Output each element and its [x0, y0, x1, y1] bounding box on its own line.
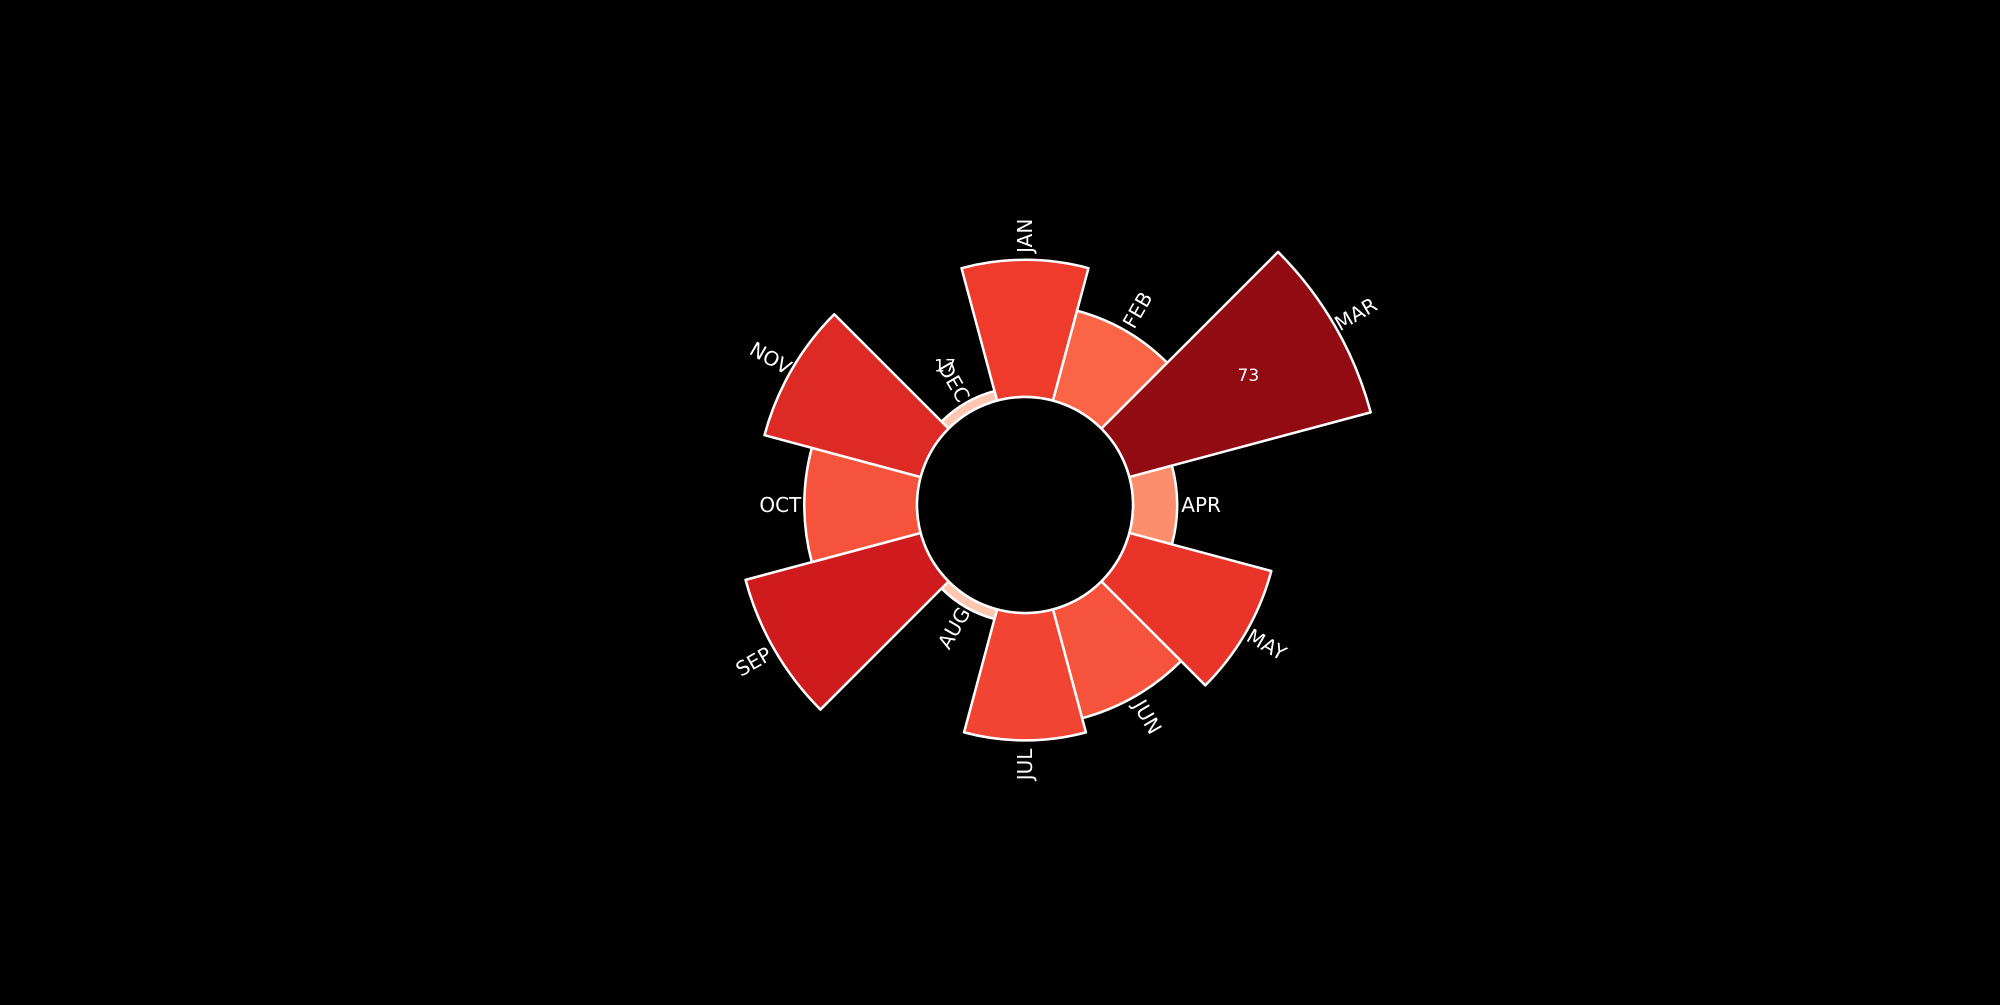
category-label-jan: JAN — [1013, 219, 1037, 255]
bars-layer — [744, 250, 1372, 742]
center-hole — [915, 395, 1135, 615]
category-label-oct: OCT — [759, 493, 802, 517]
value-label-dec: 17 — [934, 356, 956, 376]
category-label-sep: SEP — [731, 642, 775, 681]
category-label-aug: AUG — [933, 603, 976, 653]
category-label-may: MAY — [1243, 624, 1292, 666]
category-label-mar: MAR — [1330, 292, 1381, 335]
value-label-mar: 73 — [1238, 366, 1260, 386]
category-label-feb: FEB — [1118, 288, 1158, 333]
bar-apr — [1128, 464, 1179, 546]
value-labels-layer: 73 17 — [934, 356, 1259, 386]
category-label-apr: APR — [1181, 493, 1221, 517]
bar-sep — [744, 531, 950, 711]
category-label-jul: JUL — [1013, 748, 1037, 783]
bar-nov — [763, 313, 950, 479]
category-label-jun: JUN — [1127, 694, 1167, 738]
